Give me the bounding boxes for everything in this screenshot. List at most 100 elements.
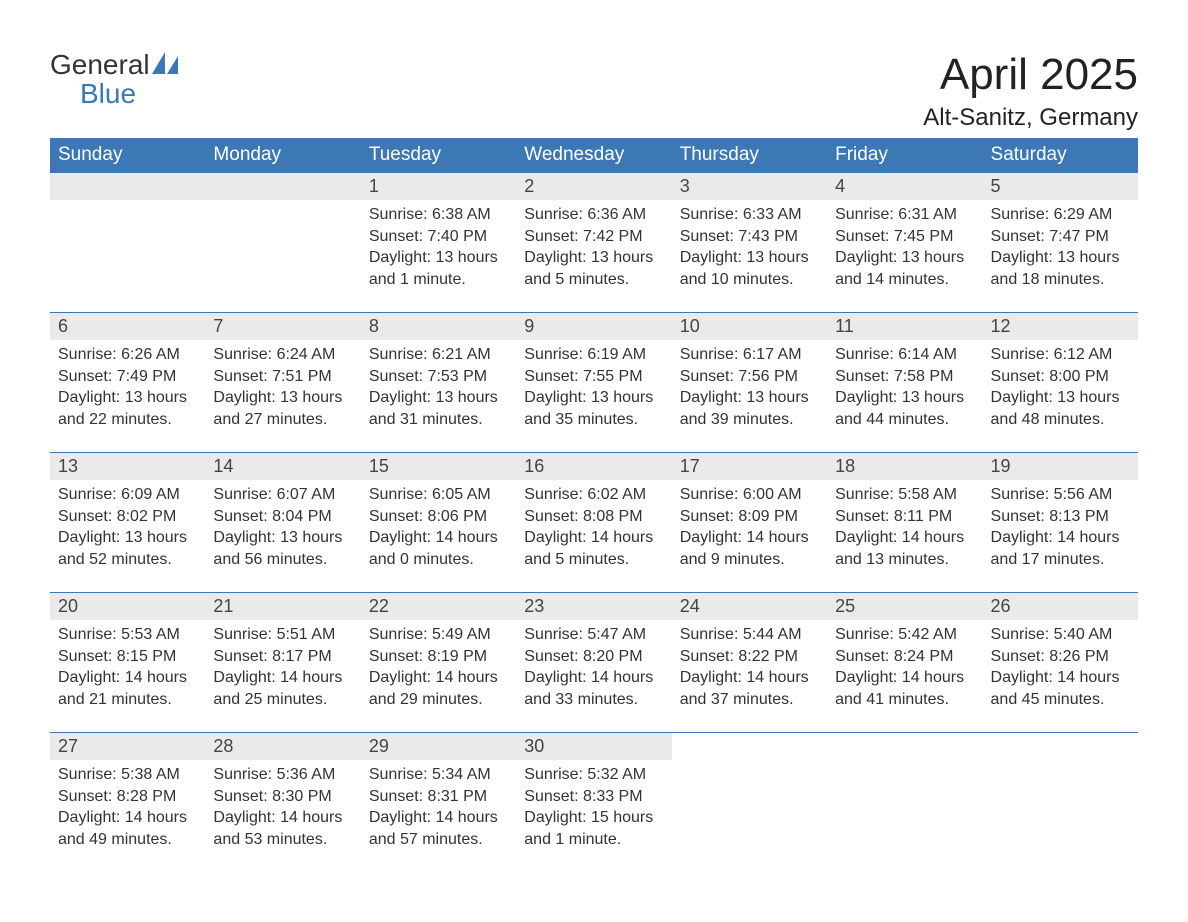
day-cell <box>827 733 982 872</box>
weekday-header-2: Tuesday <box>361 138 516 172</box>
day-number: 24 <box>672 593 827 620</box>
sunrise-text: Sunrise: 6:12 AM <box>991 344 1130 366</box>
daylight-text: Daylight: 14 hours and 41 minutes. <box>835 667 974 710</box>
day-cell: 13Sunrise: 6:09 AMSunset: 8:02 PMDayligh… <box>50 453 205 592</box>
daylight-text: Daylight: 13 hours and 56 minutes. <box>213 527 352 570</box>
day-content: Sunrise: 5:51 AMSunset: 8:17 PMDaylight:… <box>205 620 360 720</box>
day-content: Sunrise: 6:29 AMSunset: 7:47 PMDaylight:… <box>983 200 1138 300</box>
day-cell: 19Sunrise: 5:56 AMSunset: 8:13 PMDayligh… <box>983 453 1138 592</box>
daylight-text: Daylight: 14 hours and 21 minutes. <box>58 667 197 710</box>
title-block: April 2025 Alt-Sanitz, Germany <box>923 50 1138 132</box>
sunrise-text: Sunrise: 6:09 AM <box>58 484 197 506</box>
day-number: 2 <box>516 173 671 200</box>
daylight-text: Daylight: 14 hours and 5 minutes. <box>524 527 663 570</box>
day-number: 9 <box>516 313 671 340</box>
day-number: 30 <box>516 733 671 760</box>
calendar-header-row: SundayMondayTuesdayWednesdayThursdayFrid… <box>50 138 1138 172</box>
sunrise-text: Sunrise: 6:17 AM <box>680 344 819 366</box>
sunrise-text: Sunrise: 5:40 AM <box>991 624 1130 646</box>
sunrise-text: Sunrise: 6:02 AM <box>524 484 663 506</box>
day-cell: 4Sunrise: 6:31 AMSunset: 7:45 PMDaylight… <box>827 173 982 312</box>
weekday-header-3: Wednesday <box>516 138 671 172</box>
day-number: 5 <box>983 173 1138 200</box>
day-number: 28 <box>205 733 360 760</box>
sunset-text: Sunset: 7:47 PM <box>991 226 1130 248</box>
day-content: Sunrise: 6:07 AMSunset: 8:04 PMDaylight:… <box>205 480 360 580</box>
sunset-text: Sunset: 7:45 PM <box>835 226 974 248</box>
day-cell: 24Sunrise: 5:44 AMSunset: 8:22 PMDayligh… <box>672 593 827 732</box>
day-cell: 22Sunrise: 5:49 AMSunset: 8:19 PMDayligh… <box>361 593 516 732</box>
sunrise-text: Sunrise: 6:07 AM <box>213 484 352 506</box>
daylight-text: Daylight: 14 hours and 53 minutes. <box>213 807 352 850</box>
day-content: Sunrise: 5:44 AMSunset: 8:22 PMDaylight:… <box>672 620 827 720</box>
day-number: 17 <box>672 453 827 480</box>
sunset-text: Sunset: 8:02 PM <box>58 506 197 528</box>
day-cell: 12Sunrise: 6:12 AMSunset: 8:00 PMDayligh… <box>983 313 1138 452</box>
sunset-text: Sunset: 8:06 PM <box>369 506 508 528</box>
daylight-text: Daylight: 13 hours and 44 minutes. <box>835 387 974 430</box>
sunset-text: Sunset: 8:22 PM <box>680 646 819 668</box>
day-cell: 10 Sunrise: 6:17 AMSunset: 7:56 PMDayligh… <box>672 313 827 452</box>
sunrise-text: Sunrise: 6:14 AM <box>835 344 974 366</box>
day-number: 23 <box>516 593 671 620</box>
brand-logo: General Blue <box>50 50 178 109</box>
daylight-text: Daylight: 14 hours and 45 minutes. <box>991 667 1130 710</box>
day-cell: 21Sunrise: 5:51 AMSunset: 8:17 PMDayligh… <box>205 593 360 732</box>
daylight-text: Daylight: 13 hours and 1 minute. <box>369 247 508 290</box>
day-cell: 23Sunrise: 5:47 AMSunset: 8:20 PMDayligh… <box>516 593 671 732</box>
day-cell: 28Sunrise: 5:36 AMSunset: 8:30 PMDayligh… <box>205 733 360 872</box>
day-content: Sunrise: 6:36 AMSunset: 7:42 PMDaylight:… <box>516 200 671 300</box>
sunrise-text: Sunrise: 6:36 AM <box>524 204 663 226</box>
weekday-header-6: Saturday <box>983 138 1138 172</box>
sunset-text: Sunset: 7:56 PM <box>680 366 819 388</box>
day-cell: 16Sunrise: 6:02 AMSunset: 8:08 PMDayligh… <box>516 453 671 592</box>
day-content: Sunrise: 6:14 AMSunset: 7:58 PMDaylight:… <box>827 340 982 440</box>
weekday-header-1: Monday <box>205 138 360 172</box>
sunrise-text: Sunrise: 5:49 AM <box>369 624 508 646</box>
sunrise-text: Sunrise: 6:00 AM <box>680 484 819 506</box>
day-content: Sunrise: 6:12 AMSunset: 8:00 PMDaylight:… <box>983 340 1138 440</box>
day-content: Sunrise: 6:05 AMSunset: 8:06 PMDaylight:… <box>361 480 516 580</box>
day-number: 19 <box>983 453 1138 480</box>
daylight-text: Daylight: 14 hours and 13 minutes. <box>835 527 974 570</box>
day-content: Sunrise: 5:49 AMSunset: 8:19 PMDaylight:… <box>361 620 516 720</box>
day-content: Sunrise: 6:02 AMSunset: 8:08 PMDaylight:… <box>516 480 671 580</box>
day-content: Sunrise: 6:09 AMSunset: 8:02 PMDaylight:… <box>50 480 205 580</box>
daylight-text: Daylight: 14 hours and 17 minutes. <box>991 527 1130 570</box>
day-content: Sunrise: 5:58 AMSunset: 8:11 PMDaylight:… <box>827 480 982 580</box>
daylight-text: Daylight: 13 hours and 39 minutes. <box>680 387 819 430</box>
sunset-text: Sunset: 8:26 PM <box>991 646 1130 668</box>
brand-line2: Blue <box>50 79 178 108</box>
day-cell <box>50 173 205 312</box>
sunrise-text: Sunrise: 6:38 AM <box>369 204 508 226</box>
sail-icon <box>152 50 178 79</box>
day-content: Sunrise: 5:56 AMSunset: 8:13 PMDaylight:… <box>983 480 1138 580</box>
week-row: 1Sunrise: 6:38 AMSunset: 7:40 PMDaylight… <box>50 172 1138 312</box>
day-content: Sunrise: 5:38 AMSunset: 8:28 PMDaylight:… <box>50 760 205 860</box>
sunrise-text: Sunrise: 5:38 AM <box>58 764 197 786</box>
day-content: Sunrise: 5:34 AMSunset: 8:31 PMDaylight:… <box>361 760 516 860</box>
daylight-text: Daylight: 14 hours and 33 minutes. <box>524 667 663 710</box>
day-content: Sunrise: 5:40 AMSunset: 8:26 PMDaylight:… <box>983 620 1138 720</box>
daylight-text: Daylight: 14 hours and 29 minutes. <box>369 667 508 710</box>
day-number: 10 <box>672 313 827 340</box>
day-cell <box>983 733 1138 872</box>
weekday-header-4: Thursday <box>672 138 827 172</box>
sunrise-text: Sunrise: 5:34 AM <box>369 764 508 786</box>
day-cell: 7Sunrise: 6:24 AMSunset: 7:51 PMDaylight… <box>205 313 360 452</box>
sunset-text: Sunset: 7:43 PM <box>680 226 819 248</box>
day-cell: 8Sunrise: 6:21 AMSunset: 7:53 PMDaylight… <box>361 313 516 452</box>
day-content: Sunrise: 6:26 AMSunset: 7:49 PMDaylight:… <box>50 340 205 440</box>
sunset-text: Sunset: 7:53 PM <box>369 366 508 388</box>
day-number: 26 <box>983 593 1138 620</box>
sunset-text: Sunset: 7:58 PM <box>835 366 974 388</box>
sunset-text: Sunset: 8:15 PM <box>58 646 197 668</box>
day-cell: 20Sunrise: 5:53 AMSunset: 8:15 PMDayligh… <box>50 593 205 732</box>
day-content: Sunrise: 6:24 AMSunset: 7:51 PMDaylight:… <box>205 340 360 440</box>
day-number: 11 <box>827 313 982 340</box>
daylight-text: Daylight: 13 hours and 35 minutes. <box>524 387 663 430</box>
sunset-text: Sunset: 8:30 PM <box>213 786 352 808</box>
daylight-text: Daylight: 13 hours and 48 minutes. <box>991 387 1130 430</box>
daylight-text: Daylight: 13 hours and 31 minutes. <box>369 387 508 430</box>
day-content: Sunrise: 6:19 AMSunset: 7:55 PMDaylight:… <box>516 340 671 440</box>
